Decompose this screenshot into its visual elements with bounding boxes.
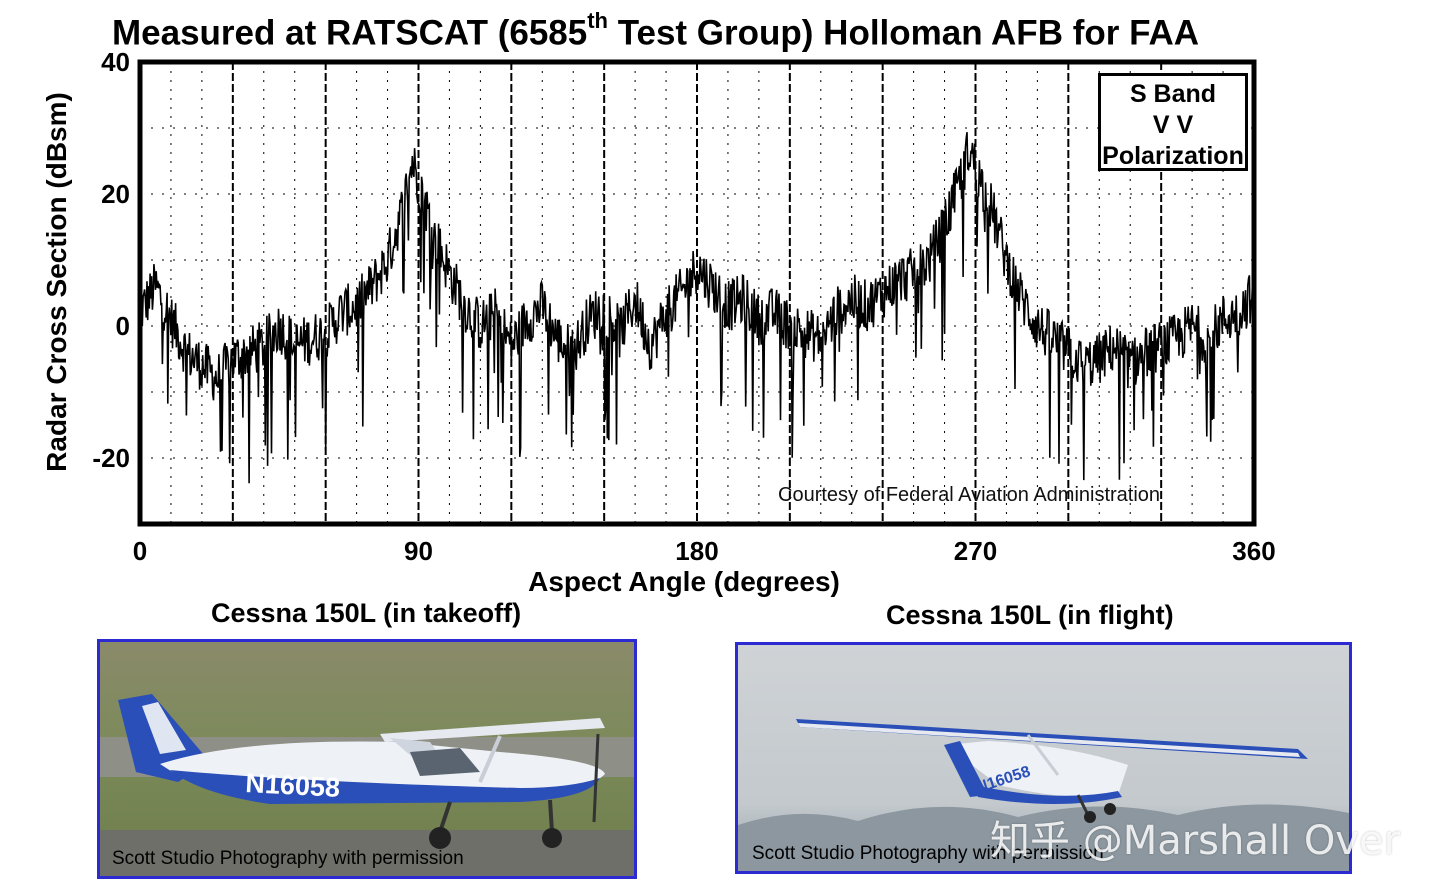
rcs-trace [139, 132, 1255, 484]
title-superscript: th [587, 8, 608, 33]
x-tick-label: 270 [954, 536, 997, 566]
y-tick-label: 40 [101, 47, 130, 77]
x-tick-label: 360 [1232, 536, 1275, 566]
y-axis-label: Radar Cross Section (dBsm) [41, 92, 72, 472]
x-tick-label: 180 [675, 536, 718, 566]
flight-aircraft-image: N16058 [738, 645, 1349, 871]
y-tick-label: -20 [92, 443, 130, 473]
flight-photo: N16058 Scott Studio Photography with per… [735, 642, 1352, 874]
plot-frame [137, 59, 1257, 527]
takeoff-photo: N16058 Scott Studio Photography with per… [97, 639, 637, 879]
grid-lines [139, 61, 1255, 525]
legend-line-polarization: Polarization [1102, 142, 1244, 170]
x-tick-labels: 0 90 180 270 360 [133, 536, 1276, 566]
x-axis-label: Aspect Angle (degrees) [528, 566, 840, 597]
courtesy-annotation: Courtesy of Federal Aviation Administrat… [778, 484, 1161, 506]
x-tick-label: 90 [404, 536, 433, 566]
title-main: Measured at RATSCAT (6585 [112, 13, 588, 53]
right-photo-caption: Cessna 150L (in flight) [886, 600, 1174, 630]
left-photo-credit: Scott Studio Photography with permission [112, 848, 464, 869]
chart-title: Measured at RATSCAT (6585th Test Group) … [112, 8, 1312, 54]
rcs-series-line [139, 132, 1255, 484]
y-tick-labels: 40 20 0 -20 [92, 47, 130, 473]
rcs-chart: 0 90 180 270 360 40 20 0 -20 Aspect Angle (degr… [41, 47, 1276, 597]
legend-line-band: S Band [1129, 80, 1217, 108]
y-tick-label: 0 [116, 311, 130, 341]
x-tick-label: 0 [133, 536, 147, 566]
y-tick-label: 20 [101, 179, 130, 209]
right-photo-credit: Scott Studio Photography with permission [752, 843, 1104, 864]
watermark: 知乎 @Marshall Over [990, 818, 1401, 864]
polarization-legend: S Band V V Polarization [1098, 73, 1248, 171]
title-rest: Test Group) Holloman AFB for FAA [607, 13, 1200, 53]
left-registration: N16058 [245, 768, 341, 803]
left-photo-caption: Cessna 150L (in takeoff) [211, 598, 522, 628]
legend-line-vv: V V [1152, 111, 1194, 139]
takeoff-aircraft-image: N16058 [100, 642, 634, 876]
